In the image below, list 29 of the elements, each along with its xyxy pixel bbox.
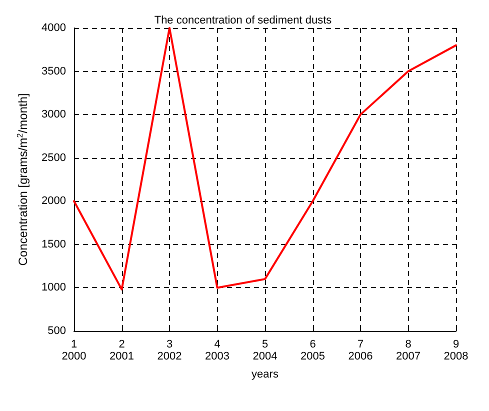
x-tick-label: 7 bbox=[357, 338, 364, 350]
text: 2005 bbox=[300, 350, 325, 362]
x-tick-label: 9 bbox=[452, 338, 460, 350]
x-tick-label: 6 bbox=[310, 338, 316, 350]
x-tick-label: 2 bbox=[118, 338, 125, 350]
y-tick-label: 1000 bbox=[42, 282, 66, 294]
y-tick-label: 2000 bbox=[42, 195, 66, 208]
x-tick-label: 8 bbox=[405, 338, 412, 350]
y-tick-label: 1500 bbox=[42, 238, 66, 250]
x-tick-label: 3 bbox=[166, 338, 173, 350]
y-tick-label: 3500 bbox=[42, 65, 66, 78]
text: 2007 bbox=[396, 350, 420, 362]
text: 2004 bbox=[252, 350, 278, 362]
y-tick-label: 2500 bbox=[42, 152, 66, 164]
x-tick-label: 1 bbox=[70, 338, 78, 350]
chart-title: The concentration of sediment dusts bbox=[154, 14, 332, 26]
x-tick-label: 4 bbox=[214, 338, 220, 350]
text: 2006 bbox=[348, 350, 373, 362]
x-axis-title: years bbox=[252, 368, 279, 380]
text: 2008 bbox=[444, 350, 468, 362]
x-tick-label: 5 bbox=[262, 338, 268, 350]
y-tick-label: 3000 bbox=[42, 108, 66, 121]
text: 2002 bbox=[157, 350, 182, 362]
text: 2003 bbox=[205, 350, 230, 362]
text: 2000 bbox=[62, 350, 86, 362]
y-tick-label: 500 bbox=[48, 325, 66, 337]
y-tick-label: 4000 bbox=[42, 22, 66, 34]
text: 2001 bbox=[110, 350, 134, 362]
y-axis-title: Concentration [grams/m2/month] bbox=[16, 93, 30, 266]
